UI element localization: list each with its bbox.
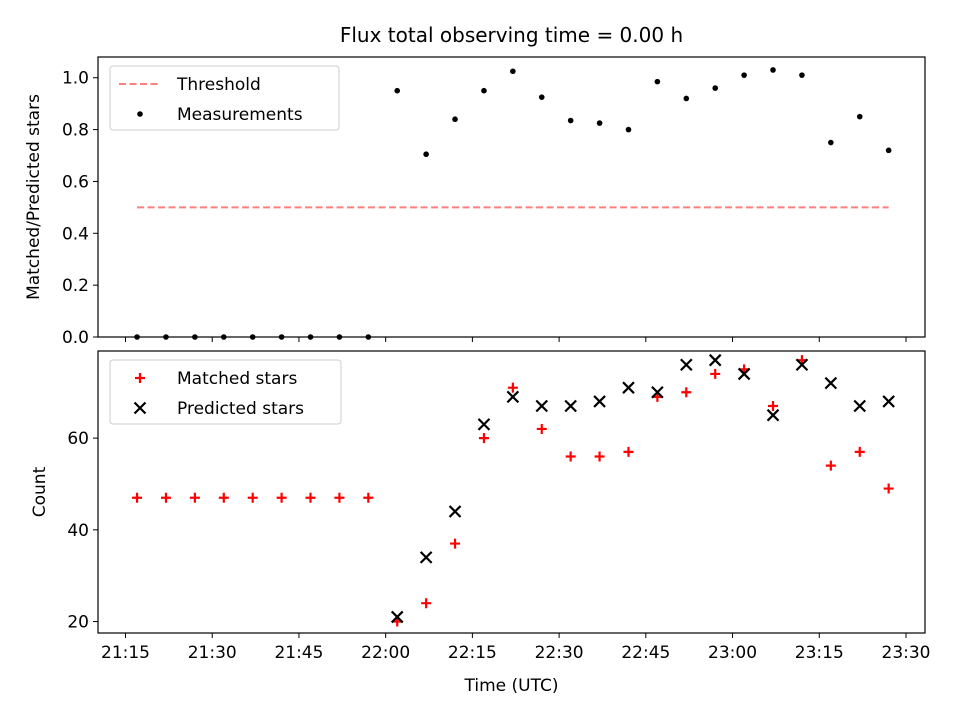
matched-stars-point bbox=[421, 598, 432, 609]
predicted-stars-point bbox=[853, 399, 867, 413]
predicted-stars-point bbox=[448, 505, 462, 518]
x-tick-label: 22:15 bbox=[448, 643, 497, 663]
x-tick-label: 23:30 bbox=[882, 643, 931, 663]
measurements-point bbox=[654, 78, 661, 85]
matched-stars-point bbox=[160, 492, 171, 503]
matched-stars-point bbox=[450, 538, 461, 549]
matched-stars-point bbox=[507, 382, 518, 393]
plot-frame bbox=[97, 56, 926, 338]
matched-stars-point bbox=[218, 492, 229, 503]
matched-stars-point bbox=[768, 401, 779, 412]
matched-stars-point bbox=[883, 483, 894, 494]
matched-stars-point bbox=[478, 433, 489, 444]
measurements-point bbox=[712, 85, 719, 91]
matched-stars-point bbox=[825, 460, 836, 471]
measurements-point bbox=[828, 139, 834, 146]
matched-stars-point bbox=[623, 446, 634, 457]
measurements-point bbox=[770, 67, 776, 73]
bottom-y-axis-label: Count bbox=[30, 466, 50, 517]
matched-stars-point bbox=[681, 387, 692, 398]
measurements-point bbox=[625, 126, 632, 133]
x-tick-label: 23:15 bbox=[795, 643, 844, 663]
matched-stars-point bbox=[305, 492, 316, 503]
matched-stars-point bbox=[363, 492, 374, 503]
x-tick-label: 22:30 bbox=[535, 643, 584, 663]
measurements-point bbox=[885, 147, 892, 154]
y-tick-label: 0.6 bbox=[62, 172, 89, 192]
matched-stars-point bbox=[710, 368, 721, 379]
matched-stars-point bbox=[536, 423, 547, 434]
measurements-point bbox=[538, 94, 545, 100]
x-tick-label: 21:45 bbox=[274, 643, 323, 663]
legend-box bbox=[109, 65, 340, 131]
top-y-axis-label: Matched/Predicted stars bbox=[24, 94, 44, 300]
x-tick-label: 21:15 bbox=[101, 643, 150, 663]
legend-measurements-swatch bbox=[137, 111, 143, 117]
legend-matched-stars-label: Matched stars bbox=[177, 369, 297, 389]
legend-box bbox=[109, 359, 342, 425]
measurements-point bbox=[567, 117, 574, 124]
matched-stars-point bbox=[594, 451, 605, 462]
measurements-point bbox=[683, 95, 690, 102]
measurements-point bbox=[394, 87, 401, 94]
measurements-point bbox=[423, 151, 429, 158]
chart-title: Flux total observing time = 0.00 h bbox=[340, 23, 683, 47]
plot-frame bbox=[97, 350, 926, 634]
predicted-stars-point bbox=[564, 399, 577, 413]
x-tick-label: 21:30 bbox=[188, 643, 237, 663]
matched-stars-point bbox=[334, 492, 345, 503]
predicted-stars-point bbox=[766, 408, 780, 422]
predicted-stars-point bbox=[477, 418, 491, 431]
predicted-stars-point bbox=[824, 376, 838, 390]
y-tick-label: 0.4 bbox=[62, 224, 89, 244]
legend-threshold-label: Threshold bbox=[176, 75, 261, 95]
measurements-point bbox=[856, 113, 863, 120]
legend-predicted-stars-swatch bbox=[133, 401, 147, 415]
predicted-stars-point bbox=[622, 381, 635, 394]
predicted-stars-point bbox=[795, 358, 809, 372]
measurements-point bbox=[481, 87, 487, 94]
matched-stars-point bbox=[189, 492, 200, 503]
measurements-point bbox=[799, 72, 805, 78]
x-tick-label: 23:00 bbox=[708, 643, 757, 663]
y-tick-label: 60 bbox=[67, 429, 89, 449]
measurements-point bbox=[741, 72, 747, 78]
measurements-point bbox=[596, 120, 603, 126]
legend-matched-stars-swatch bbox=[135, 373, 145, 383]
y-tick-label: 20 bbox=[67, 613, 89, 633]
predicted-stars-point bbox=[390, 610, 404, 624]
legend-measurements-label: Measurements bbox=[177, 105, 303, 125]
y-tick-label: 0.0 bbox=[62, 328, 89, 348]
predicted-stars-point bbox=[506, 390, 520, 404]
top-panel: 0.0 0.2 0.4 0.6 0.8 1.0 Threshold Measurements bbox=[62, 56, 926, 348]
x-axis-label: Time (UTC) bbox=[464, 676, 559, 696]
predicted-stars-point bbox=[708, 353, 722, 367]
predicted-stars-point bbox=[419, 551, 433, 564]
y-tick-label: 1.0 bbox=[62, 69, 89, 89]
bottom-panel: 20 40 60 21:15 21:30 21:45 22:00 22:15 22:30 22:4… bbox=[67, 350, 931, 663]
measurements-point bbox=[510, 68, 516, 75]
y-tick-label: 0.2 bbox=[62, 276, 89, 296]
measurements-point bbox=[452, 116, 458, 123]
predicted-stars-point bbox=[651, 385, 664, 399]
y-tick-label: 40 bbox=[67, 521, 89, 541]
matched-stars-point bbox=[854, 446, 865, 457]
predicted-stars-point bbox=[737, 367, 751, 381]
predicted-stars-point bbox=[535, 399, 549, 413]
matched-stars-point bbox=[565, 451, 576, 462]
predicted-stars-point bbox=[593, 395, 606, 408]
matched-stars-point bbox=[276, 492, 287, 503]
legend-predicted-stars-label: Predicted stars bbox=[177, 399, 304, 419]
x-tick-label: 22:00 bbox=[361, 643, 410, 663]
y-tick-label: 0.8 bbox=[62, 121, 89, 141]
x-tick-label: 22:45 bbox=[621, 643, 670, 663]
matched-stars-point bbox=[132, 492, 143, 503]
predicted-stars-point bbox=[680, 358, 693, 372]
predicted-stars-point bbox=[882, 395, 895, 408]
matched-stars-point bbox=[247, 492, 258, 503]
